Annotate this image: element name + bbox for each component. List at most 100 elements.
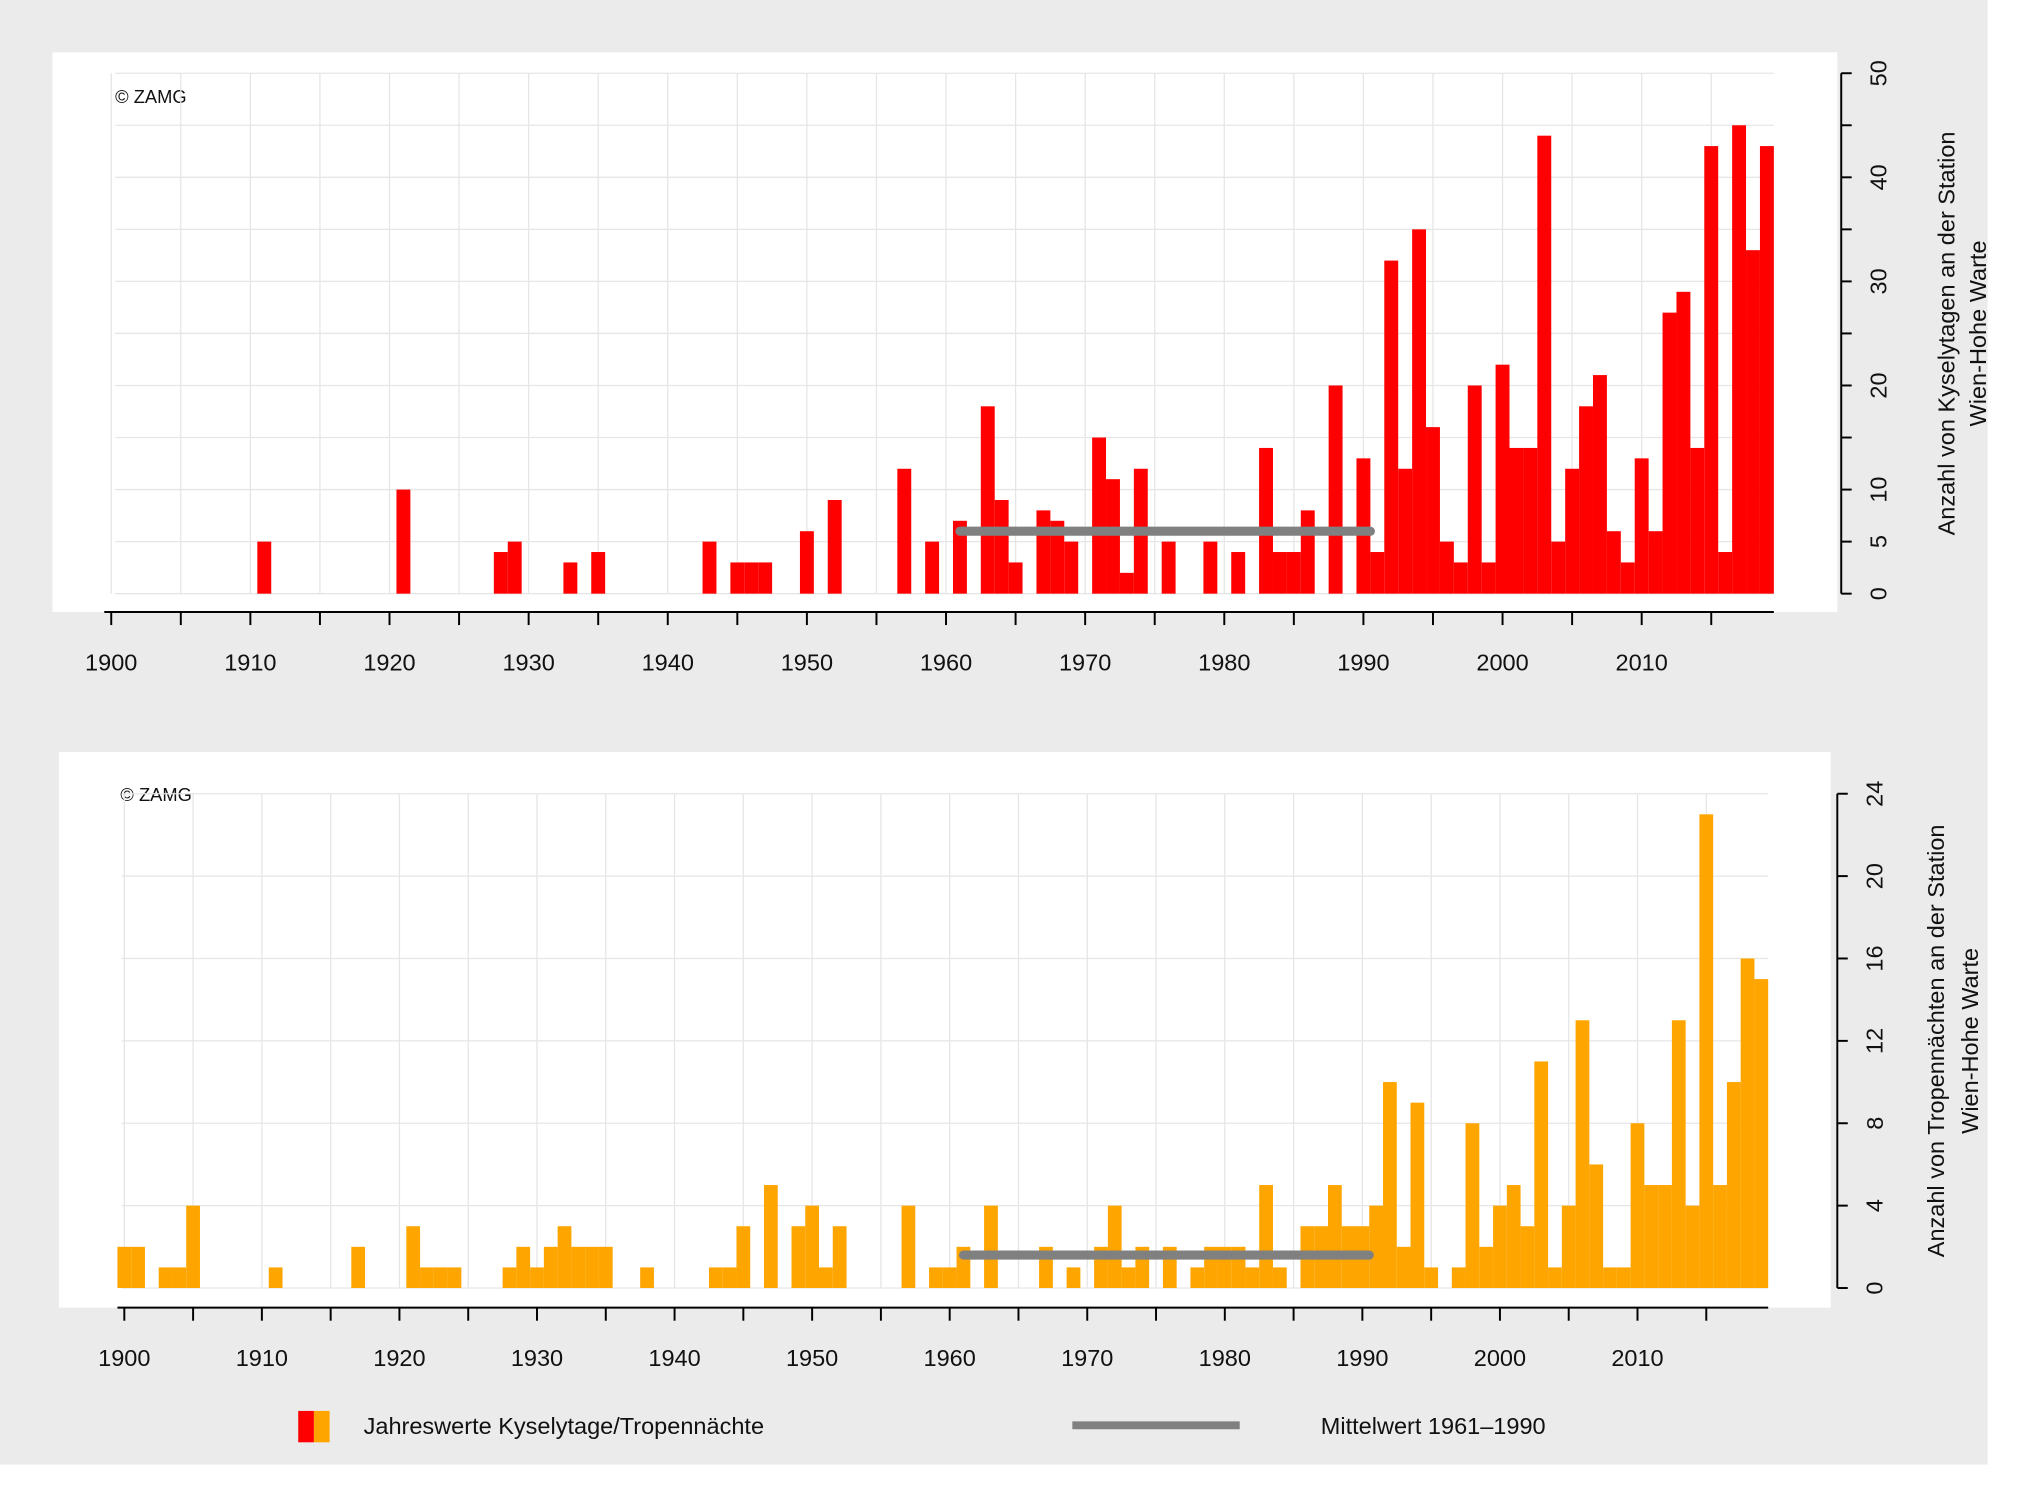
bar <box>158 1267 173 1289</box>
x-tick-label: 2010 <box>1616 649 1668 675</box>
y-axis-title: Wien-Hohe Warte <box>1965 240 1991 426</box>
bar <box>543 1246 558 1289</box>
y-tick-label: 16 <box>1862 945 1888 971</box>
bar <box>1561 1205 1576 1289</box>
bar <box>925 541 940 594</box>
bar <box>1384 260 1399 594</box>
x-tick-label: 1940 <box>648 1345 700 1371</box>
bar <box>1398 468 1413 594</box>
bar <box>1410 1102 1425 1289</box>
bar <box>1551 541 1566 594</box>
y-tick-label: 20 <box>1862 863 1888 889</box>
bar <box>1495 364 1510 594</box>
bar <box>1231 552 1246 594</box>
bar <box>131 1246 145 1289</box>
bar <box>1620 562 1635 594</box>
bar <box>420 1267 434 1289</box>
bar <box>1726 1082 1741 1289</box>
bar <box>1592 375 1607 594</box>
legend-swatch <box>313 1410 330 1443</box>
bar <box>1548 1267 1562 1289</box>
bar <box>493 552 508 594</box>
bar <box>1300 510 1315 594</box>
bar <box>942 1267 957 1289</box>
y-tick-label: 30 <box>1866 268 1892 294</box>
bar <box>1092 437 1107 594</box>
x-tick-label: 1990 <box>1336 1345 1388 1371</box>
x-tick-label: 1980 <box>1199 1345 1251 1371</box>
bar <box>1465 1123 1480 1289</box>
bar <box>1740 958 1755 1289</box>
bar <box>1671 1020 1686 1289</box>
y-tick-label: 5 <box>1866 535 1892 548</box>
bar <box>708 1267 723 1289</box>
x-tick-label: 1940 <box>642 649 694 675</box>
x-tick-label: 1910 <box>224 649 276 675</box>
x-tick-label: 1900 <box>85 649 137 675</box>
bar <box>1383 1082 1397 1289</box>
credit: © ZAMG <box>115 86 186 107</box>
bar <box>172 1267 187 1289</box>
bar <box>1579 406 1593 594</box>
bar <box>1106 479 1120 594</box>
bar <box>1064 541 1079 594</box>
y-axis-title: Wien-Hohe Warte <box>1957 948 1983 1134</box>
bar <box>1121 1267 1136 1289</box>
x-tick-label: 1950 <box>781 649 833 675</box>
x-tick-label: 1900 <box>98 1345 150 1371</box>
bar <box>929 1267 943 1289</box>
bar <box>819 1267 833 1289</box>
bar <box>1424 1267 1439 1289</box>
legend-swatch <box>298 1410 314 1443</box>
bar <box>502 1267 517 1289</box>
bar <box>980 406 995 594</box>
bar <box>406 1226 421 1289</box>
bar <box>1107 1205 1122 1289</box>
bar <box>571 1246 586 1289</box>
bar <box>1050 520 1065 594</box>
bar <box>1676 291 1691 594</box>
bar <box>1467 385 1482 594</box>
bar <box>1119 572 1134 594</box>
bar <box>1272 1267 1287 1289</box>
bar <box>1259 447 1273 594</box>
bar <box>640 1267 654 1289</box>
y-tick-label: 12 <box>1862 1028 1888 1054</box>
bar <box>1479 1246 1494 1289</box>
x-tick-label: 2010 <box>1611 1345 1663 1371</box>
bar <box>1534 1061 1549 1289</box>
x-tick-label: 1950 <box>786 1345 838 1371</box>
bar <box>1412 229 1427 594</box>
bar <box>1203 541 1218 594</box>
y-tick-label: 10 <box>1866 476 1892 502</box>
bar <box>901 1205 916 1289</box>
bar <box>563 562 578 594</box>
y-axis-title: Anzahl von Kyselytagen an der Station <box>1934 131 1960 535</box>
bar <box>598 1246 613 1289</box>
y-tick-label: 8 <box>1862 1117 1888 1130</box>
bar <box>186 1205 200 1289</box>
legend-label: Mittelwert 1961–1990 <box>1321 1413 1546 1439</box>
bar <box>1066 1267 1081 1289</box>
bar <box>396 489 411 594</box>
bar <box>1746 250 1760 594</box>
bar <box>1453 562 1468 594</box>
bar <box>805 1205 820 1289</box>
x-tick-label: 1970 <box>1061 1345 1113 1371</box>
bar <box>1658 1185 1672 1289</box>
bar <box>1520 1226 1535 1289</box>
bar <box>736 1226 751 1289</box>
bar <box>1008 562 1023 594</box>
bar <box>1690 447 1705 594</box>
bar <box>832 1226 847 1289</box>
x-tick-label: 1970 <box>1059 649 1111 675</box>
bar <box>952 520 967 594</box>
bar <box>763 1185 778 1289</box>
bar <box>1662 312 1677 594</box>
x-tick-label: 2000 <box>1476 649 1528 675</box>
bar <box>1648 531 1663 594</box>
bar <box>1759 146 1774 594</box>
bar <box>1272 552 1287 594</box>
